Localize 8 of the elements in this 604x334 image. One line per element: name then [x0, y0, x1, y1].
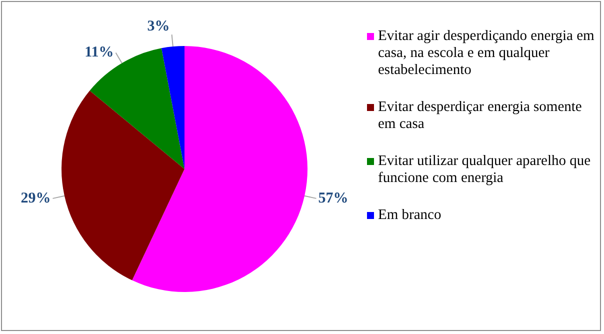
legend-label: Evitar agir desperdiçando energia em casa, na escola e em qualquer estabelecimento [378, 28, 596, 79]
legend-label: Em branco [378, 207, 442, 224]
data-label: 11% [84, 44, 114, 61]
data-label: 29% [20, 190, 51, 206]
legend-label: Evitar desperdiçar energia somente em casa [378, 99, 583, 133]
legend-label: Evitar utilizar qualquer aparelho que funcione com energia [378, 153, 592, 187]
data-label: 3% [147, 18, 170, 34]
data-label: 57% [318, 190, 348, 206]
